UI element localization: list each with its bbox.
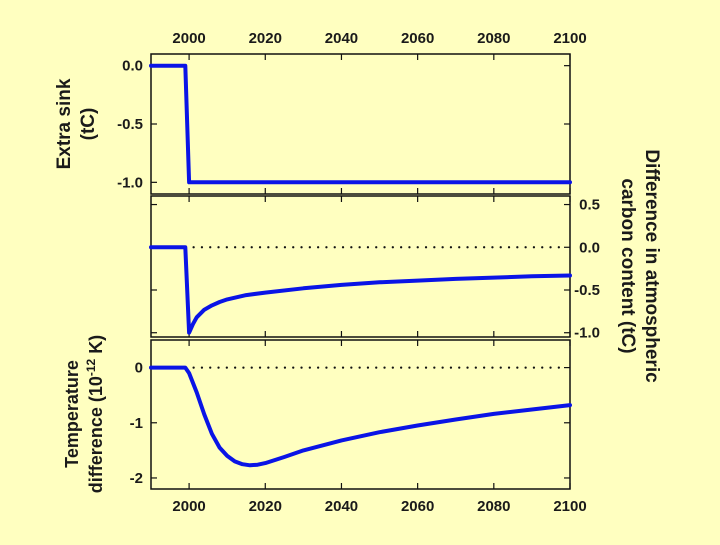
x-tick-label: 2080 <box>477 30 510 47</box>
x-tick-label: 2000 <box>172 30 205 47</box>
y-tick-label: -1 <box>130 415 143 432</box>
x-tick-label: 2060 <box>401 30 434 47</box>
plot-frame <box>150 339 571 490</box>
x-tick-label: 2100 <box>553 30 586 47</box>
x-tick-label: 2020 <box>249 30 282 47</box>
y-axis-label: Extra sink (tC) <box>54 78 99 169</box>
x-tick-label: 2000 <box>172 498 205 515</box>
y-tick-label: 0.0 <box>122 58 143 75</box>
x-tick-label: 2040 <box>325 30 358 47</box>
plot-frame <box>150 195 571 338</box>
x-tick-label: 2060 <box>401 498 434 515</box>
plot-frame <box>150 53 571 195</box>
y-axis-label: Temperature difference (10-12 K) <box>62 335 106 493</box>
y-tick-label: 0 <box>135 360 143 377</box>
series-line <box>149 365 572 468</box>
y-axis-label: Difference in atmosphericcarbon content … <box>617 149 662 383</box>
series-line <box>149 63 572 185</box>
x-tick-label: 2100 <box>553 498 586 515</box>
y-tick-label: 0.0 <box>579 239 600 256</box>
x-tick-label: 2040 <box>325 498 358 515</box>
series-line <box>149 245 572 335</box>
y-tick-label: -0.5 <box>117 116 143 133</box>
panel-middle: 0.5 0.0 -0.5 -1.0 Difference in atmosphericc… <box>149 149 662 383</box>
y-tick-label: 0.5 <box>579 197 600 214</box>
y-tick-label: -2 <box>130 470 143 487</box>
panel-top: 2000 2020 2040 2060 2080 2100 0.0 -0.5 -1.0 Extra… <box>54 30 587 195</box>
x-tick-label: 2080 <box>477 498 510 515</box>
y-tick-label: -0.5 <box>574 282 600 299</box>
y-tick-label: -1.0 <box>117 174 143 191</box>
y-tick-label: -1.0 <box>574 325 600 342</box>
x-tick-label: 2020 <box>249 498 282 515</box>
panel-bottom: 2000 2020 2040 2060 2080 2100 0 -1 -2 Temperature… <box>62 335 587 515</box>
